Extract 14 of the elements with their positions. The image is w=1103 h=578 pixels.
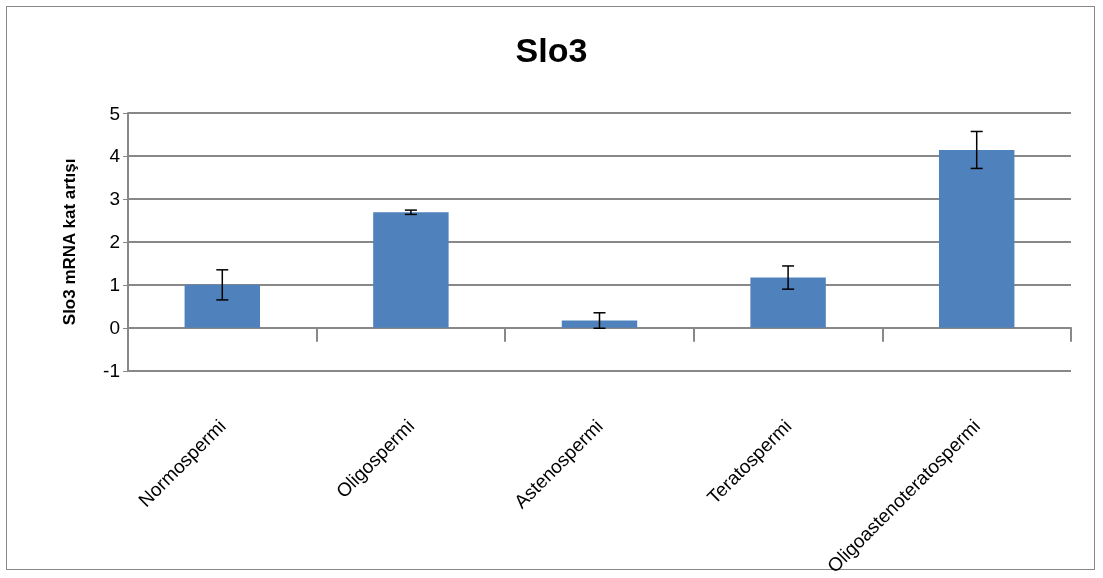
bar xyxy=(750,277,826,328)
chart-title: Slo3 xyxy=(515,31,588,69)
y-tick-label: 2 xyxy=(109,231,120,253)
bar xyxy=(561,320,638,328)
y-tick-label: 3 xyxy=(109,188,120,210)
y-tick-label: 4 xyxy=(109,145,121,167)
bar xyxy=(938,149,1015,328)
y-tick-label: 0 xyxy=(109,317,120,339)
y-tick-label: 1 xyxy=(109,274,120,296)
bar xyxy=(184,284,261,328)
y-tick-label: -1 xyxy=(103,360,120,382)
bar xyxy=(373,212,449,328)
y-axis-title: Slo3 mRNA kat artışı xyxy=(60,158,79,326)
y-tick-label: 5 xyxy=(109,102,120,124)
